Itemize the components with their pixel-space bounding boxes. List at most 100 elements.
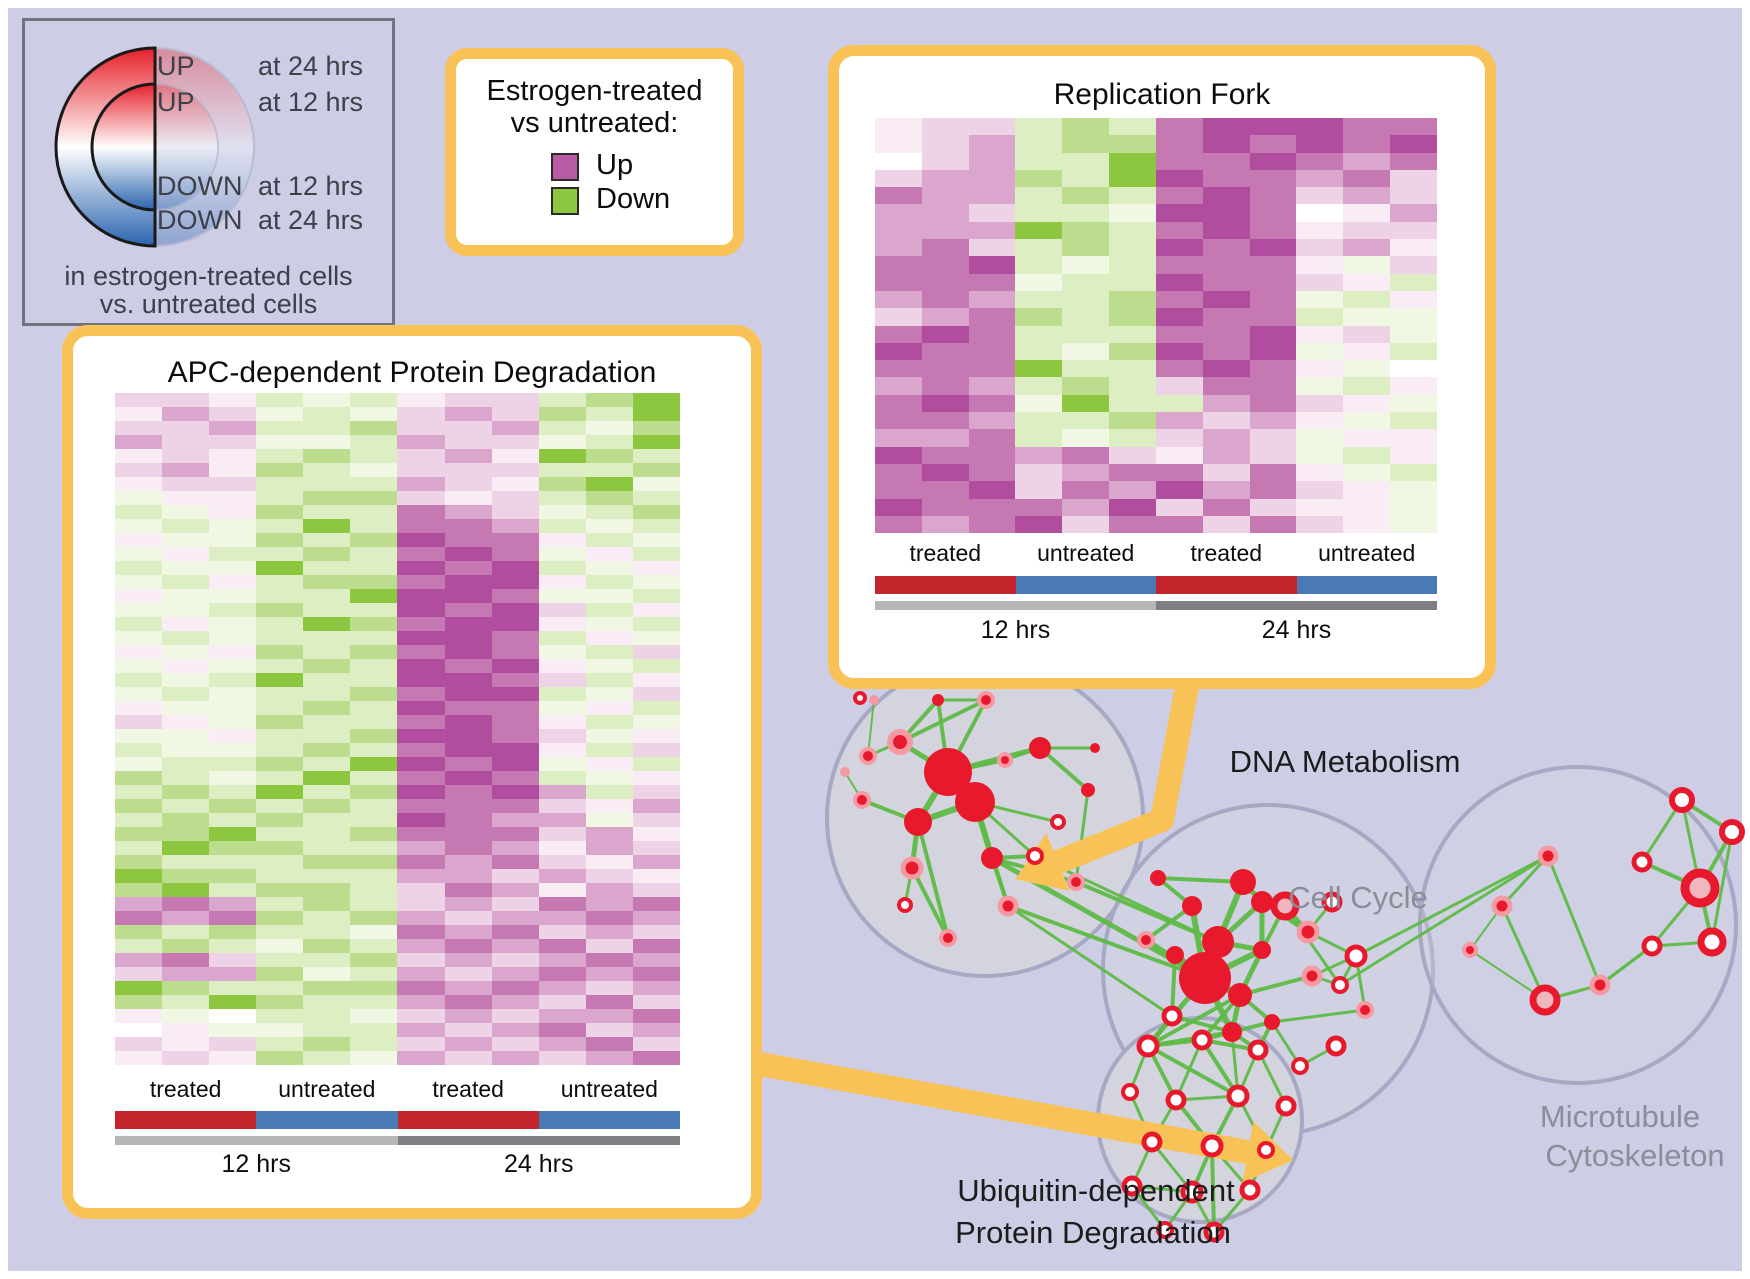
heatmap-cell (1296, 152, 1344, 170)
heatmap-cell (256, 575, 304, 589)
heatmap-cell (209, 589, 257, 603)
heatmap-cell (921, 273, 969, 291)
heatmap-cell (632, 561, 680, 575)
heatmap-cell (875, 481, 922, 499)
heatmap-cell (491, 575, 539, 589)
heatmap-cell (303, 659, 351, 673)
gene-node (1202, 926, 1234, 958)
heatmap-cell (350, 869, 398, 883)
heatmap-cell (538, 715, 586, 729)
up-swatch (551, 153, 579, 181)
heatmap-cell (585, 659, 633, 673)
heatmap-row (115, 617, 680, 631)
heatmap-cell (1062, 360, 1110, 378)
heatmap-cell (875, 429, 922, 447)
heatmap-cell (1109, 377, 1156, 395)
heatmap-cell (444, 953, 492, 967)
heatmap-cell (162, 715, 210, 729)
heatmap-cell (1155, 169, 1203, 188)
heatmap-cell (397, 561, 445, 575)
heatmap-cell (875, 204, 922, 222)
heatmap-cell (632, 491, 680, 505)
heatmap-cell (397, 603, 445, 617)
heatmap-cell (538, 547, 586, 561)
time-label-12hrs: 12 hrs (221, 1150, 291, 1178)
heatmap-cell (1062, 515, 1110, 534)
heatmap-cell (538, 463, 586, 477)
heatmap-cell (632, 813, 680, 827)
heatmap-cell (115, 491, 163, 505)
heatmap-cell (162, 547, 210, 561)
heatmap-cell (350, 491, 398, 505)
heatmap-cell (1296, 273, 1344, 291)
heatmap-cell (538, 589, 586, 603)
heatmap-cell (1155, 394, 1203, 413)
heatmap-cell (162, 393, 210, 407)
heatmap-cell (444, 1037, 492, 1051)
gene-node (1356, 1001, 1374, 1019)
heatmap-cell (444, 785, 492, 799)
heatmap-cell (162, 967, 210, 981)
heatmap-cell (968, 256, 1016, 274)
heatmap-cell (538, 967, 586, 981)
heatmap-cell (162, 743, 210, 757)
heatmap-cell (162, 729, 210, 743)
heatmap-cell (1249, 273, 1297, 291)
heatmap-cell (256, 715, 304, 729)
heatmap-cell (162, 505, 210, 519)
heatmap-cell (968, 429, 1016, 447)
replication-fork-panel: Replication Fork treated untreated treat… (828, 45, 1496, 689)
heatmap-cell (303, 813, 351, 827)
untreated-bar-segment (256, 1111, 398, 1129)
heatmap-cell (397, 897, 445, 911)
heatmap-cell (1015, 239, 1063, 257)
heatmap-cell (1343, 239, 1391, 257)
heatmap-cell (632, 1037, 680, 1051)
heatmap-cell (115, 1037, 163, 1051)
heatmap-cell (1249, 239, 1297, 257)
heatmap-cell (350, 617, 398, 631)
heatmap-cell (585, 631, 633, 645)
gene-node (1161, 1005, 1183, 1027)
heatmap-cell (209, 799, 257, 813)
heatmap-cell (350, 603, 398, 617)
heatmap-cell (632, 967, 680, 981)
heatmap-cell (256, 939, 304, 953)
heatmap-cell (209, 533, 257, 547)
heatmap-cell (444, 449, 492, 463)
heatmap-row (875, 118, 1437, 136)
heatmap-cell (397, 519, 445, 533)
heatmap-cell (256, 827, 304, 841)
heatmap-row (875, 446, 1437, 464)
heatmap-cell (1390, 221, 1437, 240)
heatmap-cell (162, 603, 210, 617)
heatmap-cell (256, 757, 304, 771)
heatmap-cell (491, 533, 539, 547)
heatmap-cell (1296, 498, 1344, 516)
group-label-treated-24: treated (432, 1076, 504, 1102)
heatmap-cell (209, 869, 257, 883)
network-edge (910, 867, 950, 939)
heatmap-row (875, 463, 1437, 482)
heatmap-cell (968, 308, 1016, 326)
heatmap-row (115, 561, 680, 575)
heatmap-cell (632, 715, 680, 729)
gene-node (1081, 783, 1095, 797)
heatmap-row (115, 1051, 680, 1065)
heatmap-cell (1015, 256, 1063, 274)
heatmap-cell (1062, 221, 1110, 240)
heatmap-cell (1155, 498, 1203, 516)
heatmap-cell (162, 897, 210, 911)
untreated-bar-segment (1296, 576, 1437, 594)
heatmap-cell (256, 911, 304, 925)
heatmap-row (875, 429, 1437, 447)
heatmap-cell (538, 533, 586, 547)
heatmap-cell (303, 561, 351, 575)
heatmap-cell (491, 687, 539, 701)
heatmap-cell (115, 715, 163, 729)
heatmap-cell (303, 995, 351, 1009)
heatmap-cell (875, 273, 922, 291)
ring-legend-footer-2: vs. untreated cells (99, 289, 318, 319)
heatmap-cell (444, 855, 492, 869)
heatmap-cell (303, 799, 351, 813)
